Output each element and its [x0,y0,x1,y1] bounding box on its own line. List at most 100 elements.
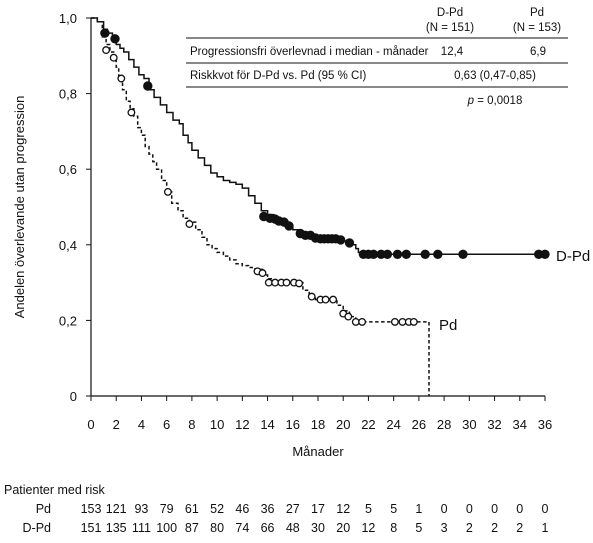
censor-marker-pd [185,220,194,228]
risk-table-cell: 93 [134,502,148,516]
censor-marker-pd [109,53,118,62]
censor-marker-d-pd [382,249,393,260]
p-number: = 0,0018 [477,95,522,107]
risk-table-cell: 0 [441,502,448,516]
x-tick-label: 12 [235,417,249,432]
risk-table-cell: 8 [390,521,397,535]
x-axis-ticks: 0 2 4 6 8 10 12 14 16 18 20 22 24 26 28 30 32 34 36 [87,396,552,432]
row1-pd: 6,9 [530,46,546,58]
p-value: p = 0,0018 [467,95,523,107]
series-line-pd [91,17,430,396]
y-axis-title: Andelen överlevande utan progression [12,96,27,319]
risk-table-cell: 52 [210,502,224,516]
risk-table-cell: 5 [390,502,397,516]
p-label: p [467,95,475,107]
risk-table-cell: 79 [160,502,174,516]
x-tick-label: 34 [513,417,527,432]
x-tick-label: 14 [260,417,274,432]
censor-marker-pd [351,317,360,326]
censor-marker-pd [398,317,407,326]
censor-marker-d-pd [336,235,346,245]
censor-marker-d-pd [143,81,153,91]
risk-table-cell: 27 [286,502,300,516]
y-tick-label: 1,0 [59,11,77,26]
risk-table-cell: 2 [516,521,523,535]
y-tick-label: 0,8 [59,87,77,102]
x-tick-label: 28 [437,417,451,432]
censor-marker-d-pd [458,249,468,260]
end-label-dpd: D-Pd [556,248,590,265]
risk-table-cell: 12 [336,502,350,516]
censor-marker-pd [329,295,338,304]
risk-table-cell: 0 [491,502,498,516]
risk-table-cell: 48 [286,521,300,535]
risk-table-cell: 2 [491,521,498,535]
risk-table-cell: 5 [365,502,372,516]
x-tick-label: 2 [113,417,120,432]
risk-table-cell: 17 [311,502,325,516]
censor-marker-d-pd [392,249,403,260]
col-pd-name: Pd [530,7,544,19]
censor-marker-pd [102,46,111,55]
row1-label: Progressionsfri överlevnad i median - må… [190,46,429,58]
x-tick-label: 6 [163,417,170,432]
x-tick-label: 4 [138,417,145,432]
risk-table-cell: 61 [185,502,199,516]
censor-marker-pd [264,278,273,287]
col-dpd-name: D-Pd [437,7,463,19]
risk-table-cell: 0 [466,502,473,516]
risk-table-cell: 66 [261,521,275,535]
censor-marker-pd [295,279,304,288]
risk-table-cell: 12 [361,521,375,535]
censor-marker-pd [409,317,418,326]
risk-table-cell: 80 [210,521,224,535]
series-pd [91,17,430,396]
x-tick-label: 0 [87,417,94,432]
y-tick-label: 0,6 [59,162,77,177]
risk-table-cell: 5 [415,521,422,535]
risk-table-cell: 135 [106,521,127,535]
censor-marker-pd [163,187,172,196]
x-tick-label: 8 [188,417,195,432]
censor-marker-d-pd [433,249,443,260]
risk-table-cell: 87 [185,521,199,535]
censor-marker-d-pd [420,249,430,260]
censor-marker-pd [344,312,353,321]
series-d-pd [91,17,550,260]
censor-marker-pd [117,74,126,83]
x-tick-label: 30 [462,417,476,432]
risk-table-cell: 111 [132,521,151,535]
risk-table-cell: 153 [81,502,102,516]
risk-table-cell: 0 [516,502,523,516]
censor-marker-d-pd [344,238,355,248]
row1-dpd: 12,4 [441,46,464,58]
censor-marker-pd [321,295,330,304]
y-tick-label: 0,4 [59,238,77,253]
x-tick-label: 36 [538,417,552,432]
risk-table-cell: 46 [235,502,249,516]
x-tick-label: 20 [336,417,350,432]
x-axis-title: Månader [292,444,344,459]
risk-table-cell: 0 [542,502,549,516]
risk-row-label-pd: Pd [36,502,51,516]
censor-marker-d-pd [284,221,294,231]
col-dpd-n: (N = 151) [426,22,474,34]
stats-table-mask [186,3,576,110]
risk-row-label-dpd: D-Pd [23,521,52,535]
x-tick-label: 18 [311,417,325,432]
censor-marker-pd [358,317,367,326]
series-layer [91,17,550,396]
risk-table-cell: 2 [466,521,473,535]
x-tick-label: 22 [361,417,375,432]
censor-marker-d-pd [110,34,120,44]
end-label-pd: Pd [439,317,457,334]
censor-marker-pd [127,108,136,117]
x-tick-label: 10 [210,417,224,432]
x-tick-label: 24 [386,417,400,432]
risk-table-cell: 36 [261,502,275,516]
y-axis-ticks: 0 0,2 0,4 0,6 0,8 1,0 [59,11,91,404]
risk-table-cell: 30 [311,521,325,535]
row2-value: 0,63 (0,47-0,85) [454,70,536,82]
